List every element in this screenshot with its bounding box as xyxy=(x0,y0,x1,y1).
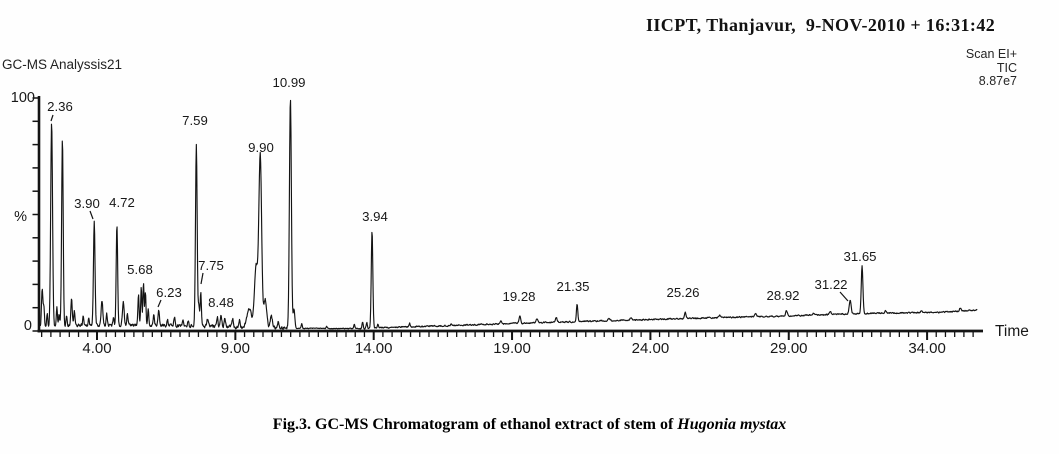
x-axis-tick-label: 34.00 xyxy=(908,340,946,357)
x-axis-tick-label: 24.00 xyxy=(632,340,670,357)
y-axis-label-bottom: 0 xyxy=(24,318,32,334)
peak-label-28.92: 28.92 xyxy=(766,288,799,303)
peak-label-9.90: 9.90 xyxy=(248,140,274,155)
x-axis-tick-label: 19.00 xyxy=(493,340,531,357)
signal-type-label: TIC xyxy=(996,60,1017,75)
peak-pointer-7.75 xyxy=(200,272,204,285)
y-axis-label-top: 100 xyxy=(11,90,35,106)
x-axis-tick-label: 9.00 xyxy=(221,340,250,357)
peak-pointer-2.36 xyxy=(50,114,54,122)
run-label: GC-MS Analyssis21 xyxy=(2,57,123,72)
scan-info-block: Scan EI+ TIC 8.87e7 xyxy=(855,47,1017,89)
x-axis-tick-label: 4.00 xyxy=(82,340,111,357)
peak-label-25.26: 25.26 xyxy=(666,285,699,300)
peak-label-7.59: 7.59 xyxy=(182,113,208,128)
peak-label-3.94: 3.94 xyxy=(362,209,388,224)
peak-label-21.35: 21.35 xyxy=(556,279,589,294)
chromatogram-plot: 100% 0 4.00 9.00 14.00 19.00 24.00 29.00 34.00 Ti… xyxy=(11,75,1029,357)
chromatogram-trace xyxy=(39,99,978,331)
scan-mode-label: Scan EI+ xyxy=(965,47,1017,61)
peak-label-5.68: 5.68 xyxy=(127,262,153,277)
x-axis-tick-label: 14.00 xyxy=(355,340,393,357)
peak-label-19.28: 19.28 xyxy=(502,289,535,304)
peak-pointer-3.90 xyxy=(89,210,94,220)
caption-species: Hugonia mystax xyxy=(677,416,787,433)
peak-label-4.72: 4.72 xyxy=(109,195,135,210)
peak-label-2.36: 2.36 xyxy=(47,99,73,114)
peak-pointer-6.23 xyxy=(157,299,162,308)
peak-label-31.22: 31.22 xyxy=(814,277,847,292)
peak-label-8.48: 8.48 xyxy=(208,295,234,310)
peak-label-7.75: 7.75 xyxy=(198,258,224,273)
caption-text: Fig.3. GC-MS Chromatogram of ethanol ext… xyxy=(272,416,678,433)
peak-pointer-31.22 xyxy=(839,291,849,302)
peak-label-31.65: 31.65 xyxy=(843,249,876,264)
peak-label-6.23: 6.23 xyxy=(156,285,182,300)
y-axis-label-percent: % xyxy=(14,209,27,225)
x-axis-title: Time xyxy=(995,323,1029,340)
instrument-header: IICPT, Thanjavur, 9-NOV-2010 + 16:31:42 xyxy=(646,15,996,35)
intensity-scale-label: 8.87e7 xyxy=(978,74,1017,88)
peak-label-3.90: 3.90 xyxy=(74,196,100,211)
figure-caption: Fig.3. GC-MS Chromatogram of ethanol ext… xyxy=(0,416,1059,434)
x-axis-tick-label: 29.00 xyxy=(770,340,808,357)
peak-label-10.99: 10.99 xyxy=(272,75,305,90)
